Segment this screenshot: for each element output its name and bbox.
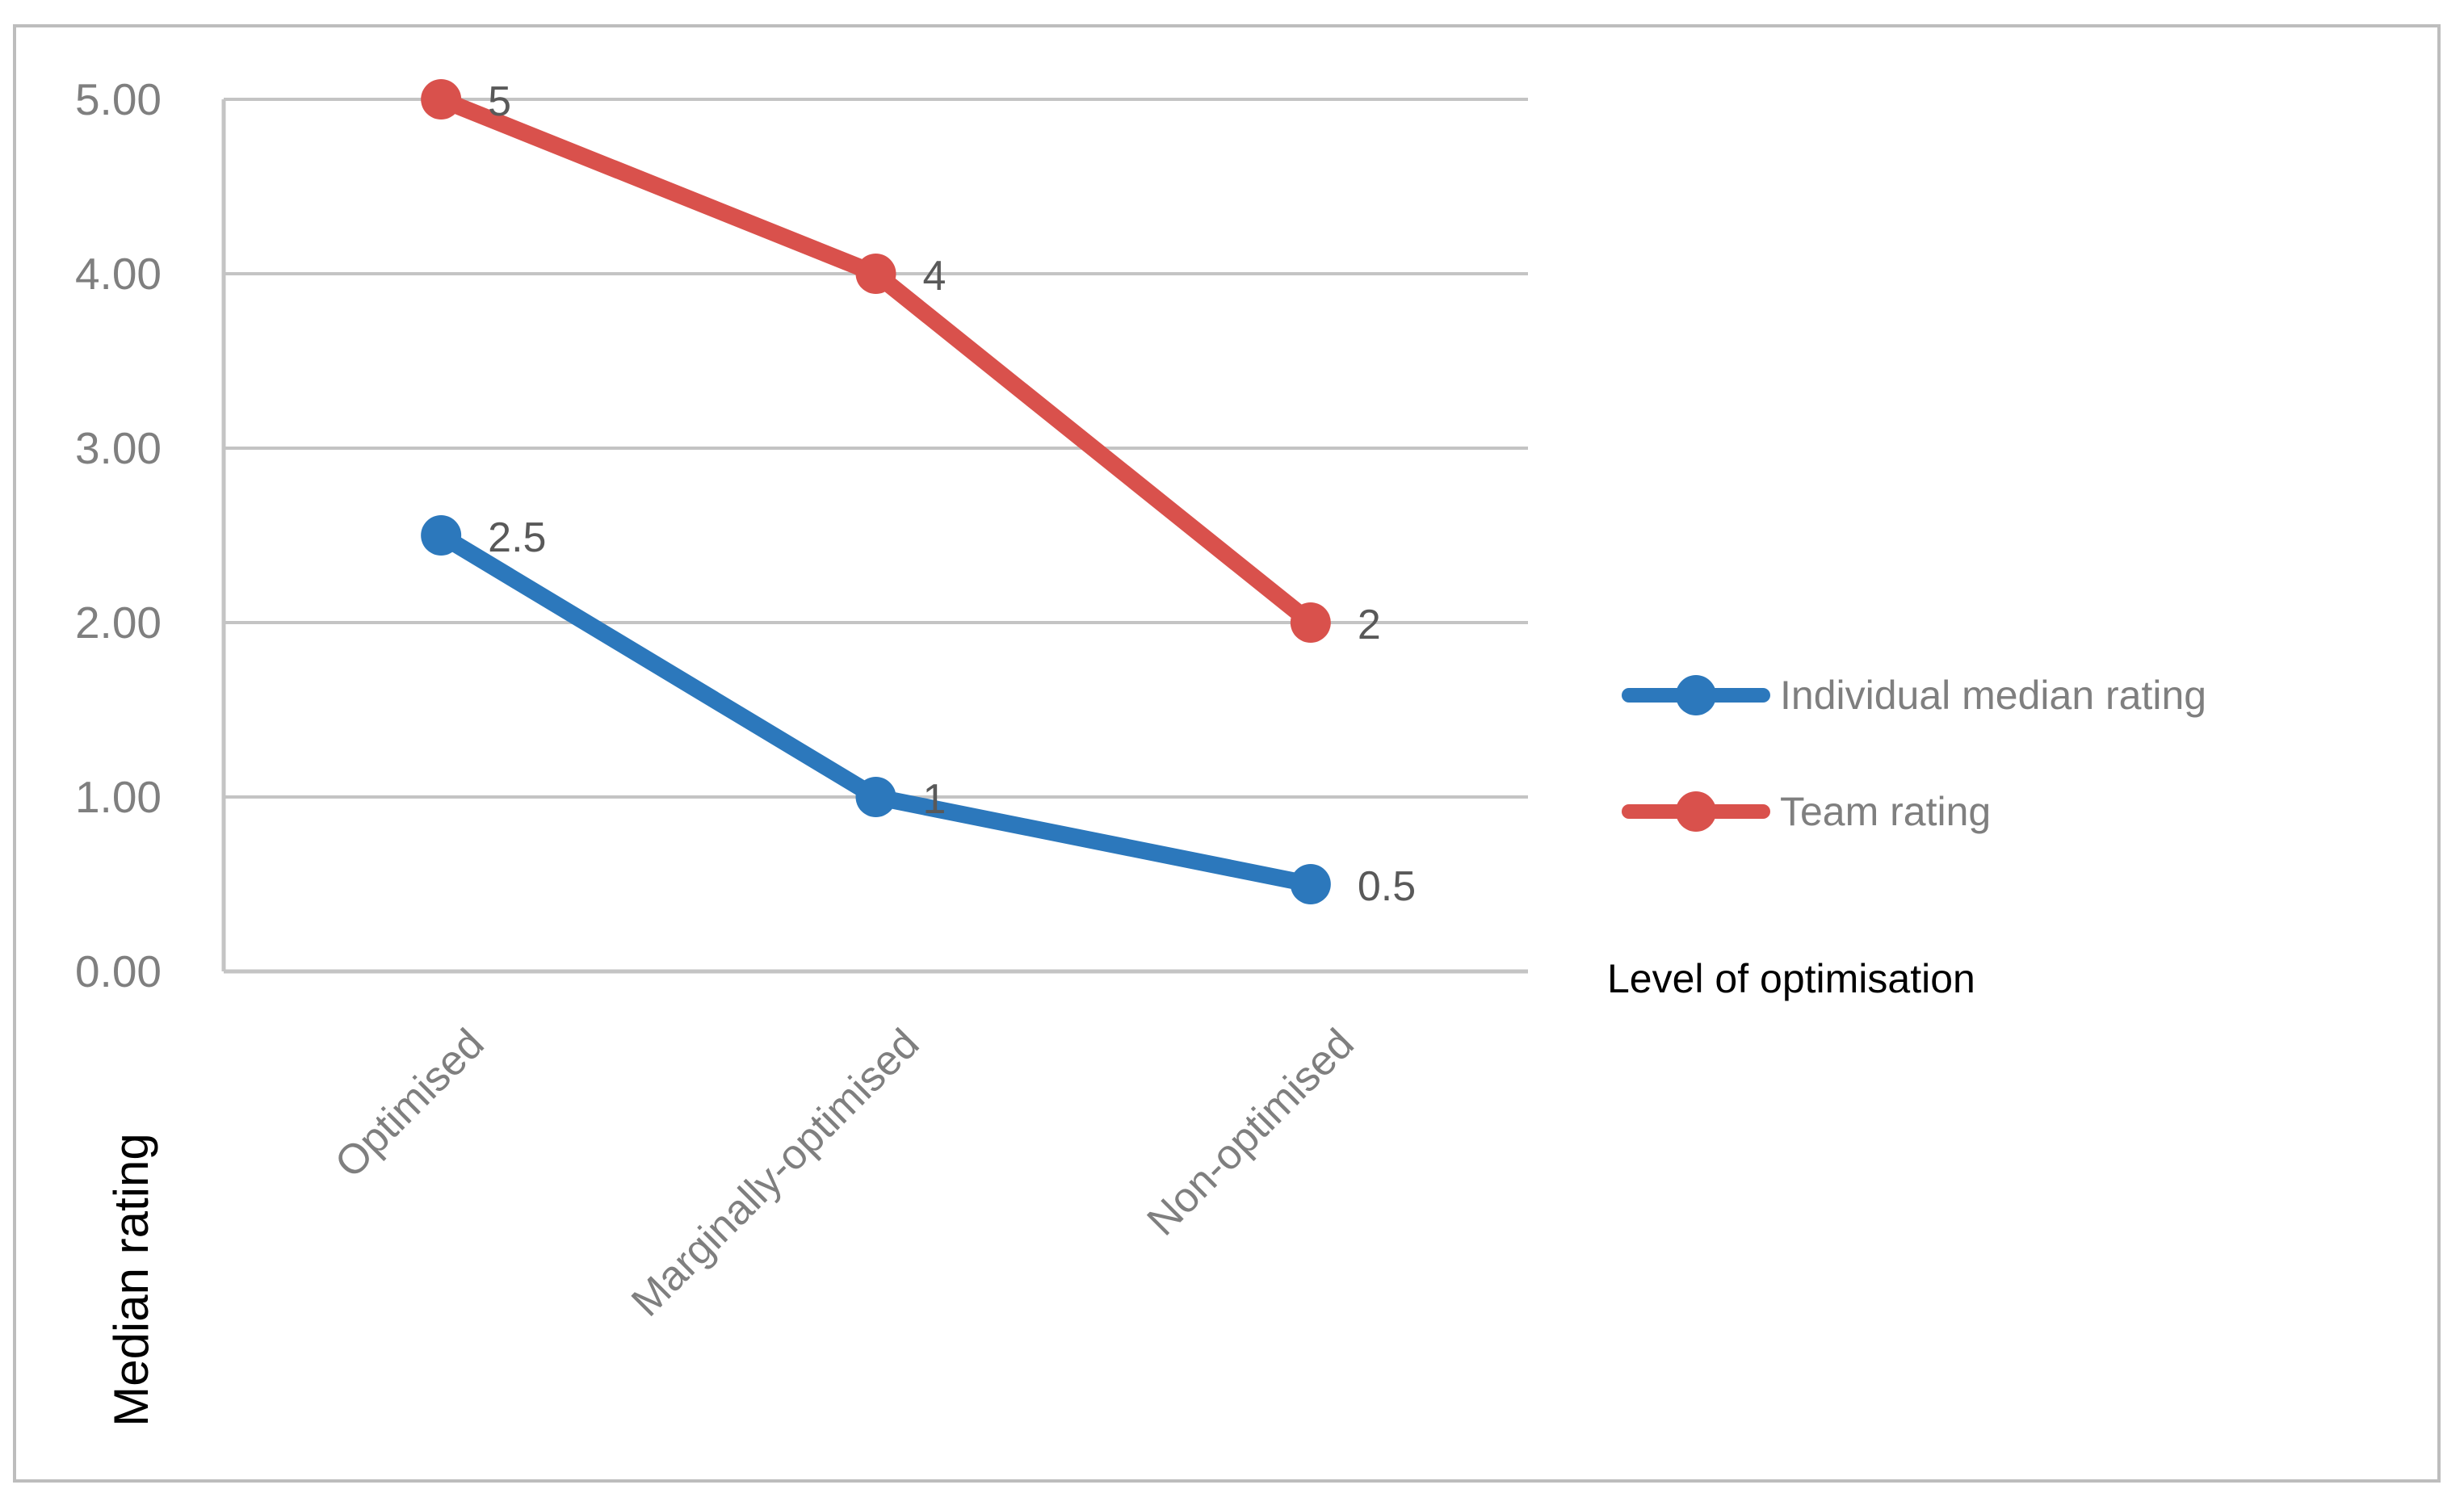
data-point-marker [421, 79, 462, 120]
data-label: 4 [922, 253, 947, 300]
y-axis-tick-label: 1.00 [74, 772, 162, 822]
y-axis-tick-label: 4.00 [74, 249, 162, 299]
series-line [432, 90, 1320, 631]
chart-border-frame [13, 24, 2441, 1483]
legend-item-label: Individual median rating [1780, 673, 2207, 718]
legend-item: Team rating [1622, 779, 1991, 844]
data-label: 2.5 [488, 514, 547, 561]
data-label: 0.5 [1357, 863, 1417, 910]
data-point-marker [855, 777, 896, 817]
y-axis-tick-label: 0.00 [74, 946, 162, 996]
series-line [432, 526, 1320, 893]
y-axis-tick-label: 5.00 [74, 74, 162, 124]
legend-dot-icon [1676, 791, 1716, 832]
data-point-marker [1290, 864, 1331, 904]
legend-line-marker-icon [1622, 791, 1770, 832]
data-label: 2 [1357, 602, 1381, 648]
y-axis-tick-label: 3.00 [74, 423, 162, 473]
legend-dot-icon [1676, 675, 1716, 715]
data-point-marker [1290, 602, 1331, 643]
data-point-marker [421, 515, 462, 556]
legend-item: Individual median rating [1622, 663, 2206, 728]
legend-line-marker-icon [1622, 675, 1770, 715]
y-axis-tick-label: 2.00 [74, 598, 162, 648]
data-label: 1 [922, 776, 947, 823]
x-axis-title: Level of optimisation [1607, 956, 1975, 1001]
data-label: 5 [488, 78, 512, 125]
data-point-marker [855, 254, 896, 294]
legend-item-label: Team rating [1780, 789, 1992, 834]
y-axis-title: Median rating [104, 1133, 158, 1427]
